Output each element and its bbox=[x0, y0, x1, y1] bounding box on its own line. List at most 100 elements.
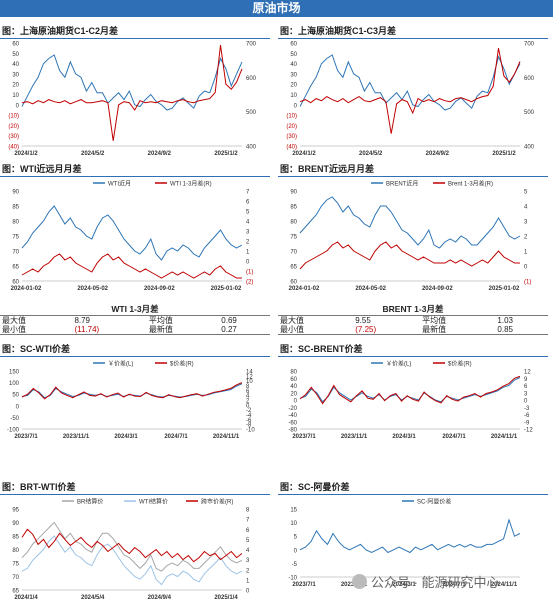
y-tick-label: (30) bbox=[8, 134, 19, 140]
y2-tick-label: 500 bbox=[524, 110, 535, 116]
y-tick-label: 0 bbox=[294, 399, 298, 405]
x-tick-label: 2024/3/1 bbox=[114, 434, 138, 440]
x-tick-label: 2024-01-02 bbox=[11, 286, 42, 292]
y2-tick-label: 5 bbox=[246, 538, 250, 544]
x-tick-label: 2025/1/2 bbox=[214, 151, 238, 157]
x-tick-label: 2025-01-02 bbox=[211, 286, 242, 292]
x-tick-label: 2024/7/1 bbox=[442, 434, 466, 440]
y-tick-label: (10) bbox=[286, 114, 297, 120]
y-tick-label: 30 bbox=[290, 72, 297, 78]
y2-tick-label: 12 bbox=[246, 374, 253, 380]
wechat-icon bbox=[352, 574, 367, 589]
x-tick-label: 2023/11/1 bbox=[341, 434, 368, 440]
y2-tick-label: 7 bbox=[246, 518, 250, 524]
y-tick-label: (40) bbox=[8, 145, 19, 151]
y2-tick-label: 700 bbox=[246, 42, 257, 48]
x-tick-label: 2024/7/1 bbox=[442, 582, 466, 588]
stat-label: 最大值 bbox=[0, 315, 73, 325]
legend-label: ￥价差(L) bbox=[108, 360, 133, 368]
x-tick-label: 2024/1/2 bbox=[292, 151, 316, 157]
legend-label: $价差(R) bbox=[448, 360, 472, 368]
y2-tick-label: -8 bbox=[246, 423, 252, 429]
y2-tick-label: 9 bbox=[524, 377, 528, 383]
y-tick-label: 0 bbox=[16, 103, 20, 109]
y-tick-label: 150 bbox=[9, 370, 20, 376]
y-tick-label: 85 bbox=[12, 535, 19, 541]
y-tick-label: -60 bbox=[288, 420, 297, 426]
y-tick-label: 20 bbox=[12, 83, 19, 89]
y-tick-label: (30) bbox=[286, 134, 297, 140]
y2-tick-label: 3 bbox=[246, 230, 250, 236]
y2-tick-label: 0 bbox=[524, 265, 528, 271]
y2-tick-label: 3 bbox=[246, 558, 250, 564]
y-tick-label: 85 bbox=[12, 205, 19, 211]
y-tick-label: 60 bbox=[290, 280, 297, 286]
series-line-0 bbox=[299, 518, 521, 554]
x-tick-label: 2024/9/2 bbox=[148, 151, 172, 157]
chart-title: 图：SC-BRENT价差 bbox=[278, 343, 548, 357]
y2-tick-label: 10 bbox=[246, 379, 253, 385]
x-tick-label: 2024/5/4 bbox=[81, 595, 105, 601]
x-tick-label: 2023/11/1 bbox=[63, 434, 90, 440]
y2-tick-label: -10 bbox=[246, 428, 255, 434]
y2-tick-label: 3 bbox=[524, 220, 528, 226]
series-line-1 bbox=[299, 241, 520, 270]
legend-label: WTI近月 bbox=[108, 180, 131, 188]
y-tick-label: (20) bbox=[8, 124, 19, 130]
y2-tick-label: 4 bbox=[524, 205, 528, 211]
y2-tick-label: -6 bbox=[246, 418, 252, 424]
y2-tick-label: 8 bbox=[246, 508, 250, 514]
stat-label: 平均值 bbox=[146, 315, 220, 325]
y-tick-label: 40 bbox=[290, 62, 297, 68]
chart-panel-c1: 图：上海原油期货C1-C2月差 60 50 40 30 20 10 0 (10) (20) (30)… bbox=[0, 25, 270, 160]
y2-tick-label: (1) bbox=[246, 270, 253, 276]
y-tick-label: 70 bbox=[290, 250, 297, 256]
y2-tick-label: 6 bbox=[246, 389, 250, 395]
series-line-1 bbox=[21, 253, 242, 279]
x-tick-label: 2024/11/1 bbox=[213, 434, 240, 440]
chart-svg: 90 85 80 75 70 65 60 5 4 3 2 1 0 (1) 2024-01-02 2024-05… bbox=[289, 180, 532, 293]
y2-tick-label: 2 bbox=[246, 240, 250, 246]
legend-label: SC-阿曼价差 bbox=[417, 498, 451, 506]
brent-stats-table: BRENT 1-3月差 最大值 9.55 平均值 1.03 最小值 (7.25) 最新值 0… bbox=[278, 303, 548, 335]
watermark-text: 公众号 · 能源研究中心 bbox=[371, 575, 500, 590]
chart-title: 图：BRT-WTI价差 bbox=[0, 481, 270, 495]
y2-tick-label: 12 bbox=[524, 370, 531, 376]
x-tick-label: 2023/7/1 bbox=[14, 434, 38, 440]
y-tick-label: 95 bbox=[12, 508, 19, 514]
legend-label: WTI 1-3月差(R) bbox=[170, 180, 212, 188]
x-tick-label: 2025-01-02 bbox=[489, 286, 520, 292]
stat-label: 最新值 bbox=[146, 325, 220, 335]
stat-label: 平均值 bbox=[420, 315, 496, 325]
y-tick-label: 40 bbox=[290, 384, 297, 390]
y-tick-label: -5 bbox=[292, 562, 298, 568]
chart-panel-c3: 图：WTI近远月月差 90 85 80 75 70 65 60 7 6 5 4 3 2 1 0 (1) (2) 20… bbox=[0, 163, 270, 295]
y-tick-label: 75 bbox=[12, 562, 19, 568]
watermark: 公众号 · 能源研究中心 bbox=[352, 572, 500, 591]
chart-svg: 806040200-20-40-60-80129630-3-6-9-122023… bbox=[288, 360, 533, 441]
y2-tick-label: 6 bbox=[524, 384, 528, 390]
x-tick-label: 2025/1/2 bbox=[492, 151, 516, 157]
y-tick-label: 20 bbox=[290, 83, 297, 89]
y-tick-label: 65 bbox=[290, 265, 297, 271]
y-tick-label: 60 bbox=[290, 377, 297, 383]
series-line-0 bbox=[21, 521, 243, 572]
y-tick-label: 100 bbox=[9, 381, 20, 387]
stat-label: 最小值 bbox=[278, 325, 354, 335]
y2-tick-label: -4 bbox=[246, 413, 252, 419]
x-tick-label: 2024/11/1 bbox=[491, 434, 518, 440]
y-tick-label: 50 bbox=[12, 52, 19, 58]
chart-panel-c5: 图：SC-WTI价差 150 100 50 0 -50 -100 14 12 10 8 6 4 2 0 -2-… bbox=[0, 343, 270, 443]
legend-label: WTI结算价 bbox=[139, 498, 168, 506]
x-tick-label: 2024/9/2 bbox=[426, 151, 450, 157]
chart-title: 图：上海原油期货C1-C3月差 bbox=[278, 25, 548, 39]
stat-label: 最小值 bbox=[0, 325, 73, 335]
y-tick-label: 70 bbox=[12, 575, 19, 581]
x-tick-label: 2024/5/2 bbox=[81, 151, 105, 157]
y-tick-label: 65 bbox=[12, 265, 19, 271]
y2-tick-label: 400 bbox=[524, 145, 535, 151]
y2-tick-label: 4 bbox=[246, 548, 250, 554]
y-tick-label: 80 bbox=[12, 220, 19, 226]
series-line-2 bbox=[21, 528, 243, 563]
x-tick-label: 2024/3/1 bbox=[392, 582, 416, 588]
